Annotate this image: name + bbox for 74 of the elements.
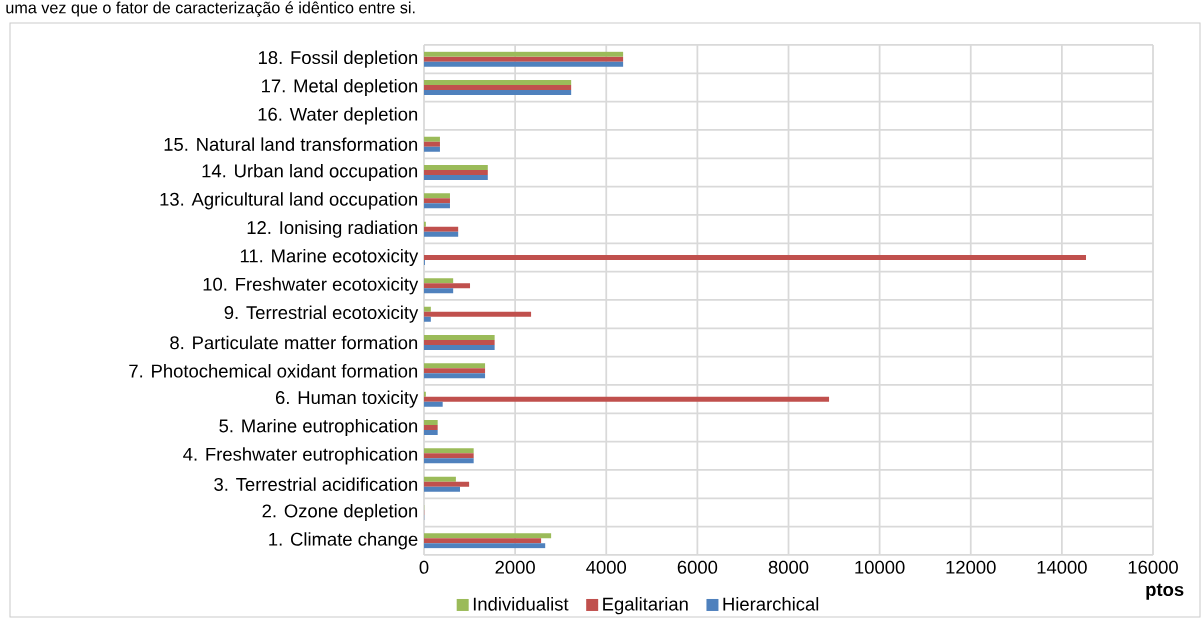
- y-tick-label: 8. Particulate matter formation: [170, 335, 418, 350]
- bar: [424, 84, 572, 90]
- bar: [424, 278, 454, 284]
- text: uma vez que o fator de caracterização é idêntico entre si.: [6, 1, 415, 17]
- y-tick-label: 15. Natural land transformation: [164, 137, 418, 151]
- bar: [424, 226, 459, 232]
- bar: [424, 448, 474, 454]
- bar: [424, 533, 552, 539]
- x-tick-label: 16000: [1128, 560, 1178, 574]
- x-tick-label: 10000: [855, 560, 905, 574]
- bar: [424, 339, 495, 345]
- y-tick-label: 3. Terrestrial acidification: [214, 477, 418, 491]
- y-tick-label: 2. Ozone depletion: [262, 503, 418, 522]
- bar: [424, 538, 542, 544]
- y-tick-label: 1. Climate change: [269, 532, 418, 550]
- y-tick-label: 7. Photochemical oxidant formation: [129, 364, 418, 378]
- x-tick-label: 12000: [946, 560, 996, 574]
- bar: [424, 174, 488, 180]
- bar: [424, 283, 471, 289]
- bar: [424, 254, 1087, 260]
- bar: [424, 458, 474, 464]
- bar: [424, 146, 440, 152]
- x-tick-label: 4000: [586, 560, 627, 574]
- bar: [424, 396, 830, 402]
- bar: [424, 169, 488, 175]
- bar: [424, 334, 495, 340]
- bar: [424, 193, 450, 199]
- bar: [424, 419, 438, 425]
- y-tick-label: 18. Fossil depletion: [258, 50, 418, 68]
- legend-label: Individualist: [473, 597, 569, 611]
- y-tick-label: 5. Marine eutrophication: [219, 418, 418, 437]
- x-tick-label: 0: [419, 560, 429, 574]
- bar: [424, 481, 470, 487]
- bar: [424, 136, 440, 142]
- bar: [424, 401, 443, 407]
- y-tick-label: 4. Freshwater eutrophication: [183, 447, 418, 465]
- x-tick-label: 8000: [768, 560, 809, 574]
- y-tick-label: 14. Urban land occupation: [202, 163, 418, 182]
- bar: [424, 424, 438, 430]
- bar: [424, 344, 495, 350]
- legend-label: Egalitarian: [603, 597, 688, 615]
- bar: [424, 368, 486, 374]
- y-tick-label: 9. Terrestrial ecotoxicity: [224, 305, 419, 323]
- bar: [424, 543, 546, 549]
- bar: [424, 453, 474, 459]
- y-tick-label: 16. Water depletion: [258, 107, 418, 125]
- x-tick-label: 6000: [677, 560, 718, 574]
- y-tick-label: 10. Freshwater ecotoxicity: [203, 277, 419, 295]
- y-tick-label: 11. Marine ecotoxicity: [240, 248, 419, 267]
- bar: [424, 141, 440, 147]
- bar: [424, 429, 438, 435]
- bar: [424, 89, 572, 95]
- x-axis-title: ptos: [1146, 583, 1184, 600]
- bar: [424, 51, 624, 57]
- bar: [424, 363, 486, 369]
- bar: [424, 56, 624, 62]
- bar: [424, 311, 532, 317]
- y-tick-label: 6. Human toxicity: [275, 390, 419, 408]
- bar: [424, 79, 572, 85]
- x-tick-label: 14000: [1037, 560, 1087, 574]
- bar: [424, 164, 488, 170]
- bar: [424, 61, 624, 67]
- bar: [424, 198, 450, 204]
- bar: [424, 486, 460, 492]
- y-tick-label: 12. Ionising radiation: [247, 220, 418, 238]
- legend-label: Hierarchical: [723, 597, 819, 611]
- x-tick-label: 2000: [495, 560, 535, 574]
- bar: [424, 288, 454, 294]
- y-tick-label: 13. Agricultural land occupation: [160, 192, 418, 210]
- bar: [424, 373, 486, 379]
- bar: [424, 476, 456, 482]
- bar: [424, 231, 459, 237]
- y-tick-label: 17. Metal depletion: [262, 78, 418, 97]
- bar: [424, 203, 450, 209]
